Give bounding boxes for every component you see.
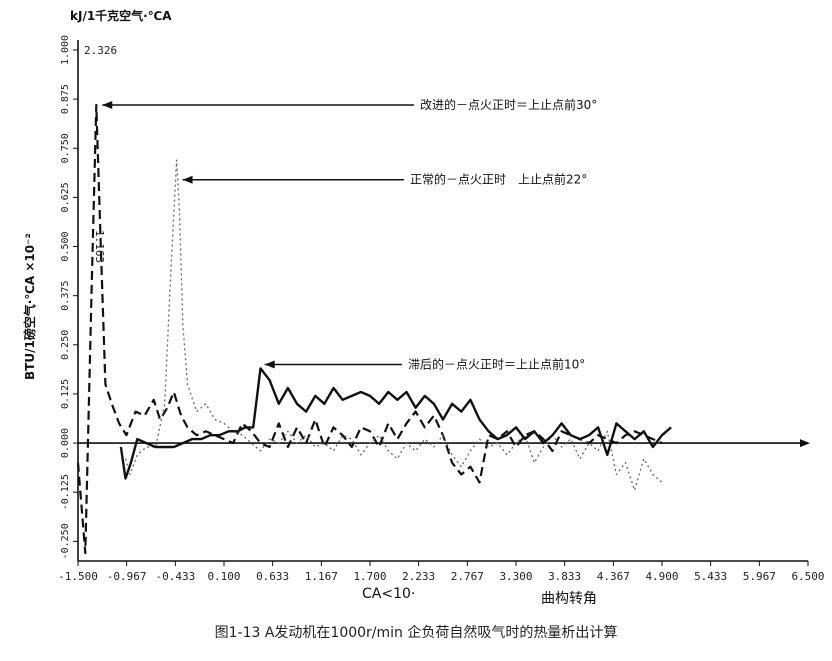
x-tick-label: 1.167 (305, 570, 338, 583)
series-line-solid (119, 367, 672, 480)
x-tick-label: 4.900 (645, 570, 678, 583)
y-tick-label: 0.625 (60, 182, 71, 212)
annotation-arrowhead (264, 360, 275, 369)
x-tick-label: 0.633 (256, 570, 289, 583)
y-tick-label: 1.000 (60, 35, 71, 65)
y-tick-label: -0.125 (60, 474, 71, 510)
y-tick-label: 0.000 (60, 428, 71, 458)
y-tick-label: -0.250 (60, 523, 71, 559)
x-tick-label: 2.767 (451, 570, 484, 583)
y-unit-top-label: kJ/1千克空气·℃A (70, 8, 172, 23)
y-secondary-label: 2.326 (84, 44, 117, 57)
baseline-arrowhead (800, 439, 810, 448)
series-line-dashed (76, 103, 663, 555)
x-tick-label: 3.833 (548, 570, 581, 583)
x-tick-label: 1.700 (353, 570, 386, 583)
y-tick-label: 0.875 (60, 84, 71, 114)
x-axis-title-right: 曲构转角 (541, 591, 597, 607)
x-tick-label: 6.500 (791, 570, 824, 583)
y-tick-label: 0.125 (60, 379, 71, 409)
annotation-label: 正常的－点火正时 上止点前22° (410, 172, 587, 187)
figure-caption: 图1-13 A发动机在1000r/min 企负荷自然吸气时的热量析出计算 (214, 625, 618, 641)
annotation-arrowhead (102, 101, 113, 110)
y-tick-label: 0.500 (60, 231, 71, 261)
series-line-dotted (124, 159, 663, 491)
x-tick-label: 5.967 (743, 570, 776, 583)
x-tick-label: 3.300 (499, 570, 532, 583)
x-tick-label: -0.433 (155, 570, 195, 583)
x-tick-label: 4.367 (597, 570, 630, 583)
chart-series-group (76, 103, 672, 555)
y-tick-label: 0.250 (60, 330, 71, 360)
y-tick-label: 0.375 (60, 281, 71, 311)
y-tick-label: 0.750 (60, 133, 71, 163)
y-axis-title: BTU/1磅空气·℃A ×10⁻² (22, 233, 37, 380)
chart-annotations: 改进的－点火正时＝上止点前30° 正常的－点火正时 上止点前22° 滞后的－点火正时… (102, 97, 597, 371)
x-axis-title-left: CA<10· (362, 586, 415, 602)
x-tick-label: 2.233 (402, 570, 435, 583)
annotation-arrowhead (182, 175, 193, 184)
x-tick-label: -1.500 (58, 570, 98, 583)
chart-axes: -1.500 -0.967 -0.433 0.100 0.633 1.167 1.700 2.… (58, 35, 824, 583)
annotation-label: 滞后的－点火正时＝上止点前10° (408, 356, 585, 371)
x-tick-label: 0.100 (207, 570, 240, 583)
x-tick-label: -0.967 (107, 570, 147, 583)
annotation-label: 改进的－点火正时＝上止点前30° (420, 97, 597, 112)
y-secondary-label: 1.163 (93, 230, 106, 263)
x-tick-label: 5.433 (694, 570, 727, 583)
